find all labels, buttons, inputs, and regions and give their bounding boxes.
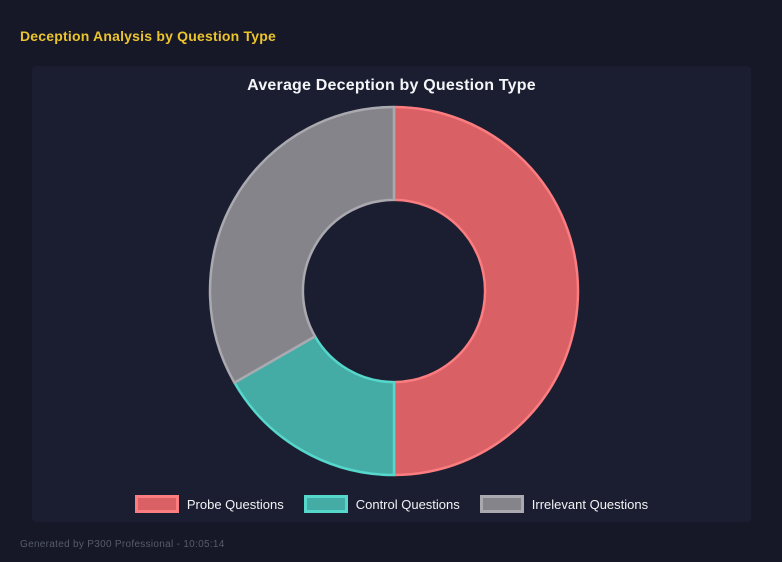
doughnut-segment-0[interactable] [392,105,580,477]
legend-swatch-icon [303,495,348,513]
doughnut-segment-1[interactable] [233,335,396,477]
chart-title: Average Deception by Question Type [247,77,536,94]
legend-item-0[interactable]: Probe Questions [134,495,284,513]
page-title: Deception Analysis by Question Type [20,28,276,44]
legend-item-1[interactable]: Control Questions [303,495,460,513]
legend-swatch-icon [134,495,179,513]
doughnut-segment-2[interactable] [208,105,396,384]
legend-label: Probe Questions [186,496,284,512]
legend-swatch-icon [479,495,524,513]
footer-status: Generated by P300 Professional - 10:05:1… [20,539,225,550]
chart-panel: Average Deception by Question Type Probe… [32,66,751,522]
legend-label: Control Questions [355,496,460,512]
legend-label: Irrelevant Questions [531,496,649,512]
chart-legend: Probe Questions Control Questions Irreleva… [32,495,751,513]
legend-item-2[interactable]: Irrelevant Questions [479,495,649,513]
doughnut-chart[interactable] [32,66,751,522]
